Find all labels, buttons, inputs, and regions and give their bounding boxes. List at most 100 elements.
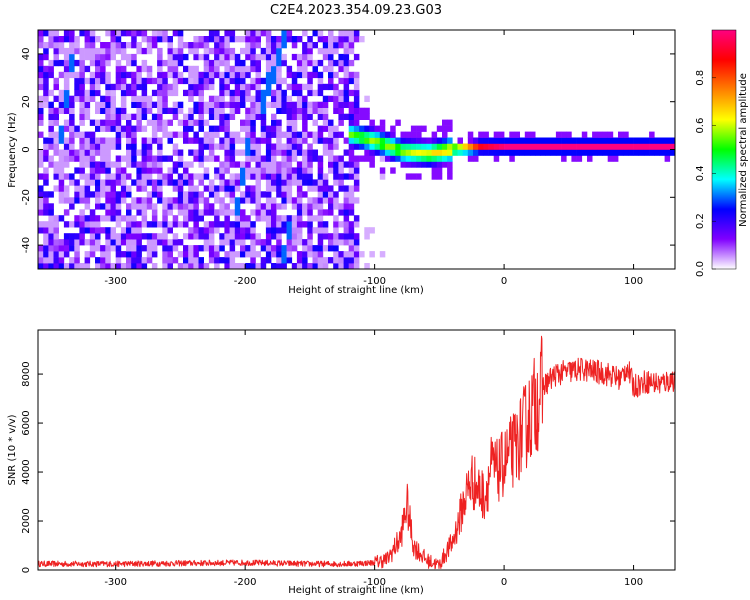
heatmap-cell [343, 209, 350, 216]
heatmap-cell [43, 137, 49, 144]
heatmap-cell [245, 30, 251, 37]
heatmap-cell [100, 185, 106, 192]
heatmap-cell [245, 185, 251, 192]
heatmap-cell [234, 173, 241, 180]
heatmap-cell [240, 215, 246, 222]
heatmap-cell [74, 131, 80, 138]
heatmap-cell [431, 155, 438, 162]
snr-ytick-label: 0 [21, 567, 32, 573]
heatmap-cell [343, 161, 350, 168]
heatmap-cell [592, 149, 598, 156]
heatmap-cell [229, 161, 236, 168]
heatmap-cell [172, 167, 179, 174]
heatmap-cell [38, 185, 44, 192]
heatmap-cell [131, 161, 137, 168]
heatmap-cell [126, 257, 132, 264]
heatmap-cell [452, 143, 458, 150]
heatmap-cell [105, 113, 111, 120]
heatmap-cell [183, 245, 189, 252]
heatmap-cell [151, 209, 158, 216]
heatmap-cell [353, 239, 360, 246]
heatmap-cell [193, 185, 199, 192]
figure-title: C2E4.2023.354.09.23.G03 [270, 3, 442, 18]
heatmap-cell [84, 191, 91, 198]
heatmap-cell [271, 203, 277, 210]
heatmap-cell [120, 197, 127, 204]
colorbar: 0.00.20.40.60.8 Normalized spectral ampl… [695, 29, 749, 277]
heatmap-cell [214, 173, 220, 180]
heatmap-cell [343, 77, 350, 85]
heatmap-cell [271, 113, 277, 120]
heatmap-cell [281, 185, 287, 192]
heatmap-cell [63, 251, 70, 258]
heatmap-cell [224, 131, 230, 138]
heatmap-cell [203, 233, 210, 240]
heatmap-cell [296, 161, 303, 168]
heatmap-cell [214, 107, 220, 114]
heatmap-cell [79, 83, 85, 91]
heatmap-cell [296, 239, 303, 246]
snr-ytick-label: 2000 [21, 508, 32, 533]
colorbar-gradient [712, 30, 736, 269]
heatmap-cell [649, 137, 655, 144]
heatmap-cell [229, 251, 236, 258]
heatmap-cell [291, 107, 298, 114]
heatmap-cell [43, 83, 49, 91]
heatmap-cell [265, 191, 272, 198]
heatmap-cell [509, 155, 515, 162]
heatmap-cell [141, 197, 148, 204]
heatmap-cell [328, 209, 334, 216]
heatmap-cell [110, 137, 116, 144]
heatmap-cell [618, 131, 624, 138]
heatmap-cell [255, 137, 261, 144]
heatmap-cell [328, 167, 334, 174]
heatmap-cell [364, 155, 370, 162]
heatmap-cell [131, 155, 137, 162]
heatmap-cell [58, 101, 65, 108]
heatmap-cell [426, 155, 432, 162]
heatmap-cell [126, 42, 132, 49]
heatmap-cell [265, 149, 272, 156]
heatmap-cell [250, 101, 256, 108]
heatmap-cell [291, 143, 298, 150]
heatmap-cell [431, 167, 438, 174]
heatmap-cell [307, 227, 313, 234]
heatmap-cell [167, 155, 173, 162]
heatmap-cell [353, 119, 360, 126]
heatmap-cell [265, 36, 272, 43]
heatmap-cell [291, 71, 298, 79]
heatmap-cell [157, 125, 163, 132]
heatmap-cell [291, 245, 298, 252]
heatmap-cell [95, 185, 101, 192]
heatmap-cell [38, 36, 44, 43]
heatmap-cell [509, 149, 515, 156]
heatmap-cell [265, 71, 272, 79]
heatmap-cell [203, 209, 210, 216]
heatmap-cell [421, 155, 427, 162]
heatmap-cell [255, 263, 261, 270]
heatmap-cell [208, 47, 215, 55]
heatmap-cell [115, 65, 122, 73]
heatmap-cell [410, 173, 417, 180]
heatmap-cell [126, 215, 132, 222]
heatmap-cell [612, 155, 619, 162]
heatmap-cell [286, 113, 293, 120]
heatmap-cell [353, 83, 360, 91]
heatmap-cell [126, 71, 132, 79]
heatmap-cell [177, 47, 184, 55]
heatmap-cell [79, 191, 85, 198]
heatmap-cell [74, 77, 80, 85]
heatmap-cell [177, 185, 184, 192]
heatmap-cell [58, 191, 65, 198]
heatmap-cell [359, 137, 365, 144]
heatmap-cell [348, 101, 355, 108]
heatmap-cell [214, 53, 220, 61]
heatmap-cell [43, 143, 49, 150]
heatmap-cell [224, 161, 230, 168]
heatmap-cell [58, 179, 65, 186]
heatmap-cell [172, 239, 179, 246]
heatmap-cell [136, 149, 142, 156]
heatmap-cell [203, 263, 210, 270]
heatmap-cell [115, 137, 122, 144]
